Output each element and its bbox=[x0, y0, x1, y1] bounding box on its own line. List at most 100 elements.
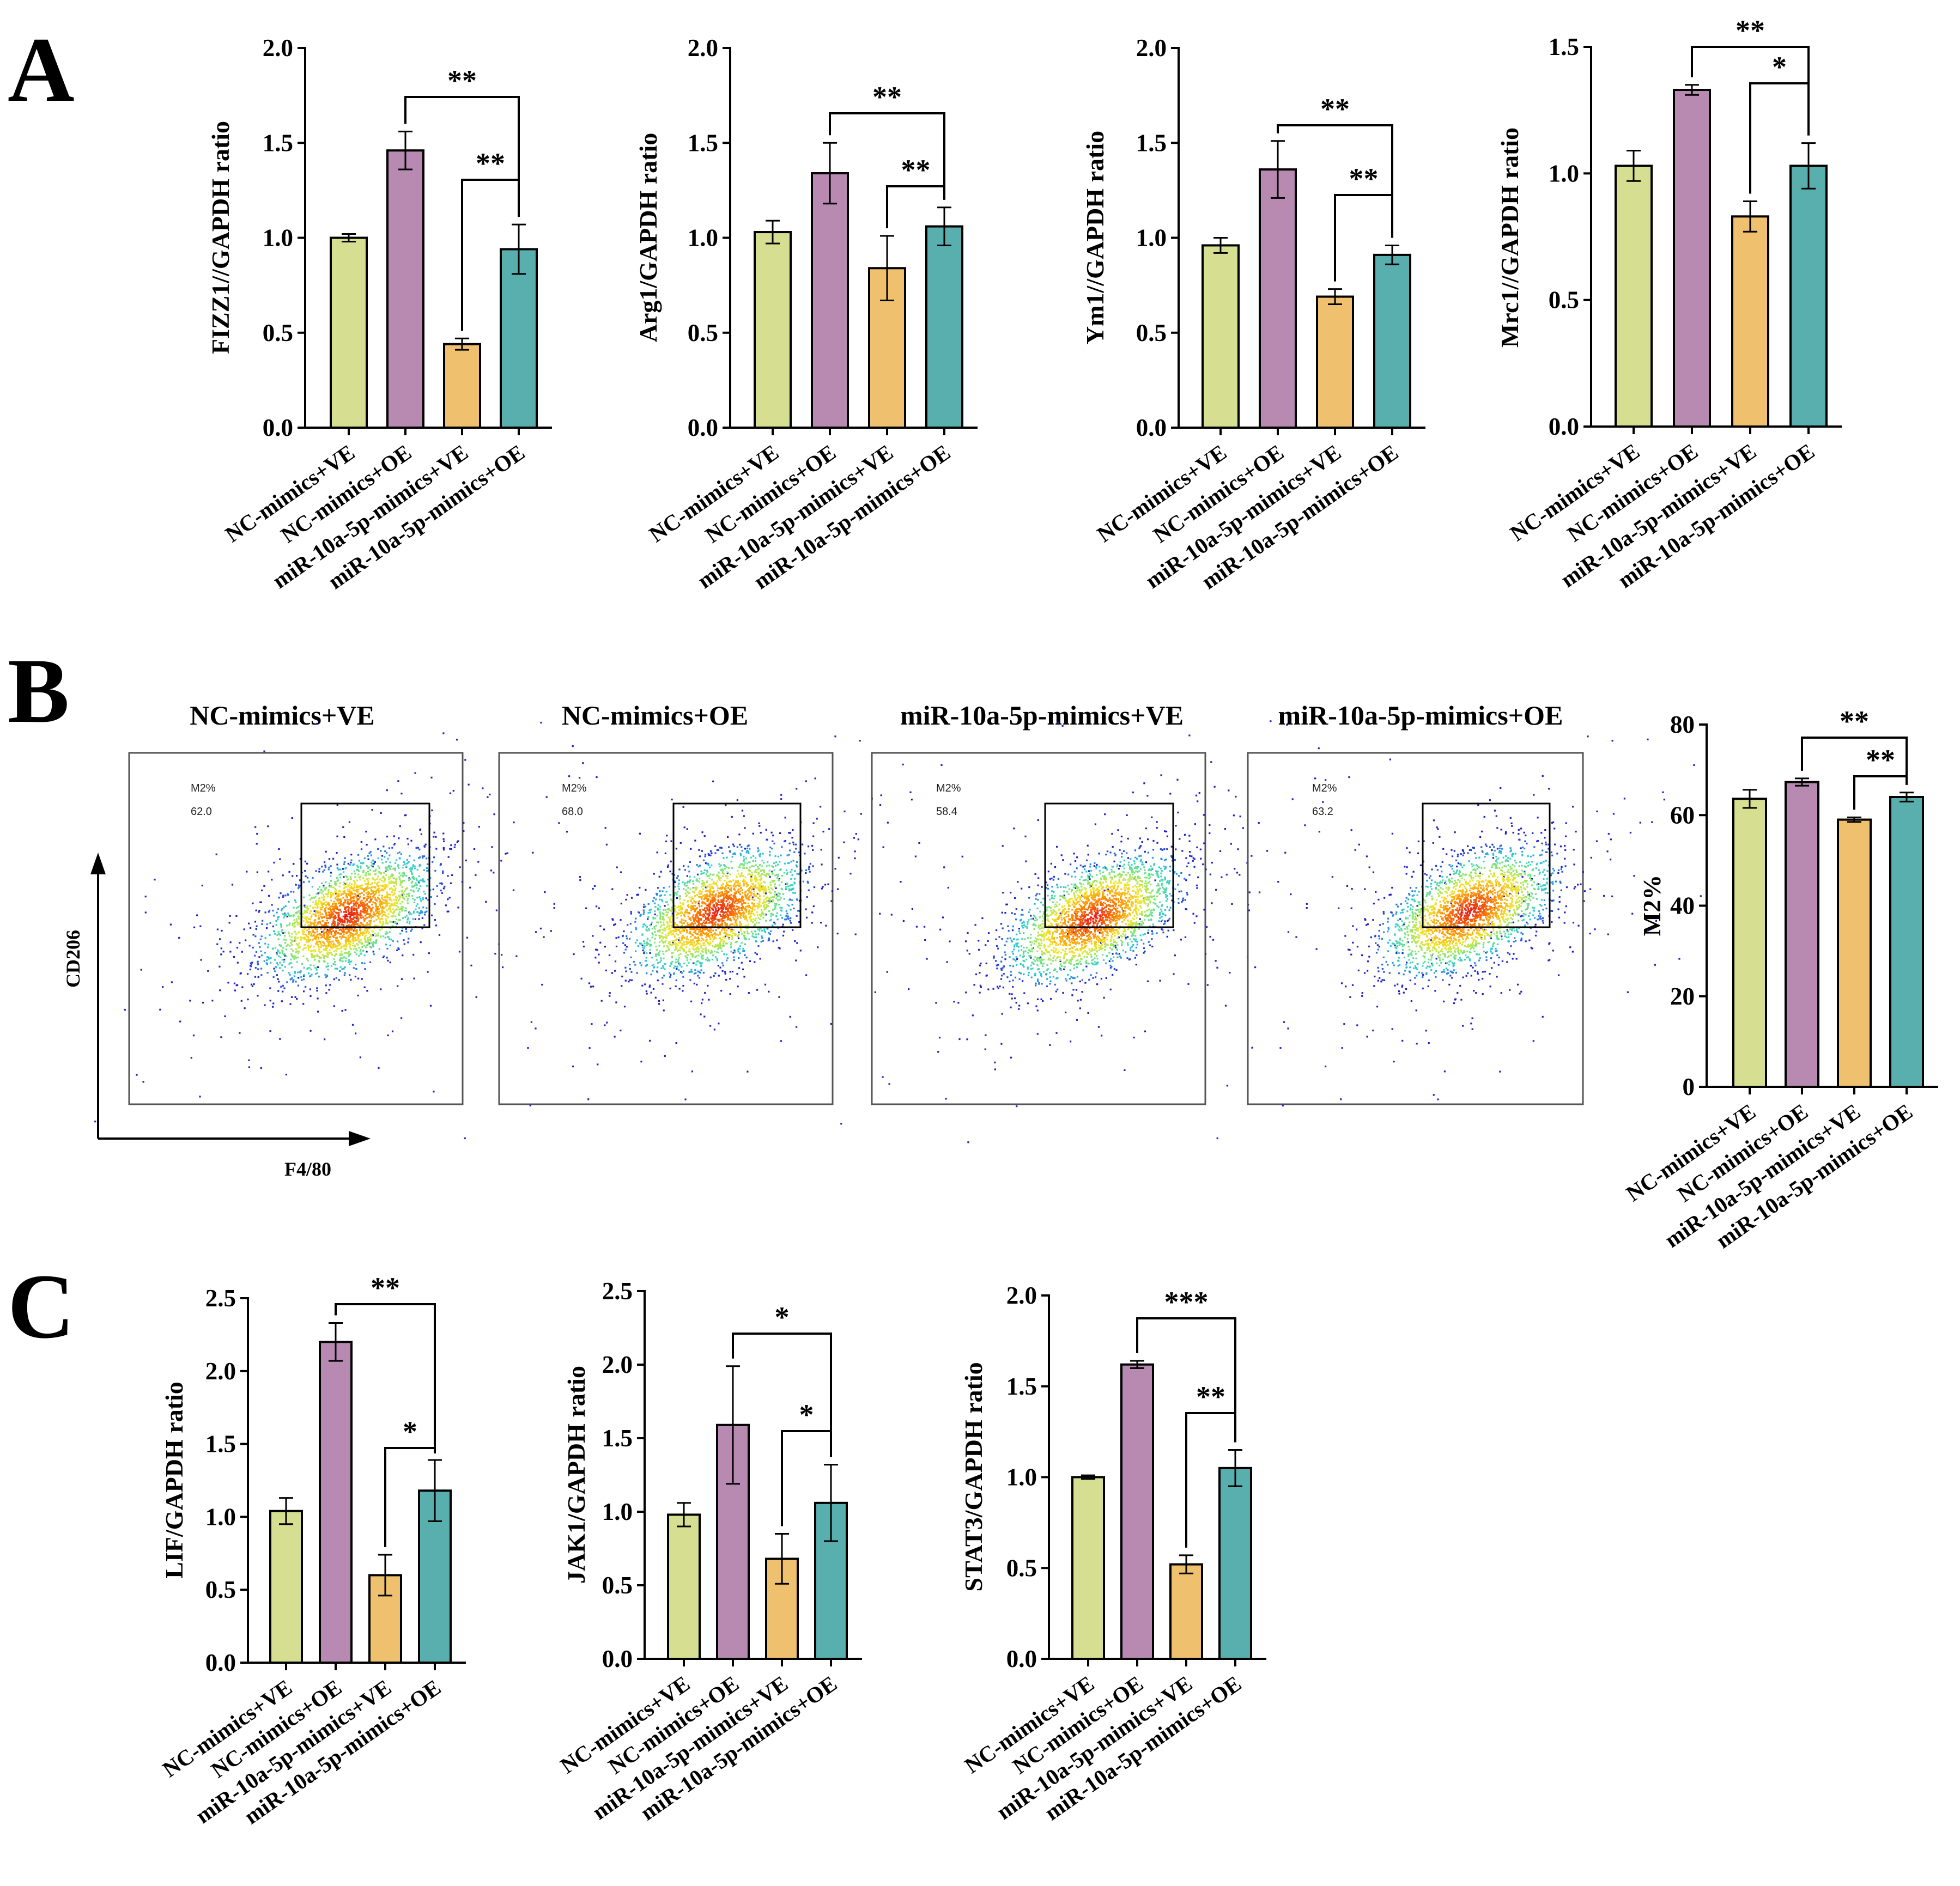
event-dot bbox=[399, 896, 401, 898]
event-dot bbox=[669, 941, 671, 944]
event-dot bbox=[731, 923, 733, 926]
event-dot bbox=[796, 861, 798, 863]
event-dot bbox=[398, 867, 400, 869]
event-dot bbox=[694, 962, 696, 964]
event-dot bbox=[352, 900, 354, 902]
event-dot bbox=[655, 934, 657, 936]
flow-plot-1-frame bbox=[128, 752, 464, 1105]
event-dot bbox=[306, 877, 308, 879]
event-dot bbox=[339, 942, 341, 945]
event-dot bbox=[355, 930, 357, 933]
event-dot bbox=[374, 899, 377, 901]
event-dot bbox=[333, 978, 335, 981]
event-dot bbox=[672, 941, 674, 944]
event-dot bbox=[386, 893, 389, 896]
event-dot bbox=[307, 972, 310, 975]
event-dot bbox=[346, 940, 348, 942]
event-dot bbox=[745, 917, 747, 919]
event-dot bbox=[615, 937, 617, 939]
event-dot bbox=[341, 918, 343, 921]
event-dot bbox=[288, 871, 290, 873]
event-dot bbox=[347, 885, 349, 887]
event-dot bbox=[324, 948, 326, 950]
event-dot bbox=[776, 896, 778, 898]
event-dot bbox=[759, 914, 761, 916]
event-dot bbox=[447, 910, 450, 912]
event-dot bbox=[682, 927, 684, 929]
event-dot bbox=[294, 972, 296, 974]
event-dot bbox=[694, 951, 696, 953]
event-dot bbox=[313, 920, 315, 922]
event-dot bbox=[286, 955, 288, 957]
event-dot bbox=[362, 902, 365, 904]
event-dot bbox=[311, 950, 313, 952]
event-dot bbox=[425, 897, 427, 899]
event-dot bbox=[761, 869, 763, 871]
event-dot bbox=[651, 932, 653, 934]
event-dot bbox=[684, 1098, 687, 1100]
event-dot bbox=[284, 942, 287, 944]
event-dot bbox=[265, 927, 268, 929]
event-dot bbox=[281, 1000, 283, 1002]
event-dot bbox=[401, 890, 403, 892]
event-dot bbox=[717, 849, 719, 851]
event-dot bbox=[427, 863, 429, 865]
event-dot bbox=[324, 910, 326, 912]
event-dot bbox=[695, 886, 697, 889]
event-dot bbox=[582, 945, 585, 948]
event-dot bbox=[540, 721, 542, 724]
event-dot bbox=[325, 955, 327, 957]
event-dot bbox=[359, 879, 361, 881]
event-dot bbox=[662, 951, 664, 953]
event-dot bbox=[443, 840, 445, 842]
event-dot bbox=[355, 901, 357, 903]
event-dot bbox=[820, 806, 822, 808]
event-dot bbox=[736, 881, 738, 884]
event-dot bbox=[694, 895, 696, 897]
event-dot bbox=[310, 934, 312, 936]
event-dot bbox=[365, 872, 367, 874]
event-dot bbox=[385, 918, 387, 920]
event-dot bbox=[251, 962, 253, 964]
event-dot bbox=[304, 904, 306, 907]
event-dot bbox=[626, 946, 628, 948]
event-dot bbox=[383, 890, 385, 892]
event-dot bbox=[775, 865, 777, 867]
event-dot bbox=[317, 936, 320, 939]
event-dot bbox=[743, 815, 745, 817]
event-dot bbox=[260, 968, 263, 970]
event-dot bbox=[623, 952, 626, 954]
event-dot bbox=[414, 918, 416, 920]
event-dot bbox=[670, 910, 672, 912]
event-dot bbox=[403, 861, 405, 863]
event-dot bbox=[721, 970, 724, 972]
event-dot bbox=[695, 955, 697, 957]
event-dot bbox=[418, 882, 420, 884]
event-dot bbox=[349, 895, 351, 897]
event-dot bbox=[782, 923, 784, 926]
event-dot bbox=[426, 870, 428, 872]
event-dot bbox=[354, 884, 356, 886]
event-dot bbox=[418, 865, 421, 867]
event-dot bbox=[762, 902, 764, 904]
event-dot bbox=[659, 930, 661, 933]
event-dot bbox=[772, 901, 774, 903]
event-dot bbox=[742, 968, 744, 970]
event-dot bbox=[381, 880, 383, 882]
event-dot bbox=[708, 936, 711, 938]
y-axis-label: JAK1/GAPDH ratio bbox=[562, 1366, 590, 1584]
event-dot bbox=[775, 903, 778, 905]
y-tick-label: 0 bbox=[1683, 1073, 1695, 1100]
event-dot bbox=[282, 984, 284, 987]
event-dot bbox=[411, 873, 413, 875]
event-dot bbox=[278, 967, 281, 969]
event-dot bbox=[349, 940, 352, 942]
event-dot bbox=[769, 933, 771, 935]
event-dot bbox=[392, 893, 395, 896]
event-dot bbox=[750, 930, 753, 933]
event-dot bbox=[805, 869, 808, 872]
event-dot bbox=[733, 959, 735, 962]
event-dot bbox=[658, 945, 660, 947]
event-dot bbox=[369, 934, 372, 936]
event-dot bbox=[363, 962, 366, 964]
